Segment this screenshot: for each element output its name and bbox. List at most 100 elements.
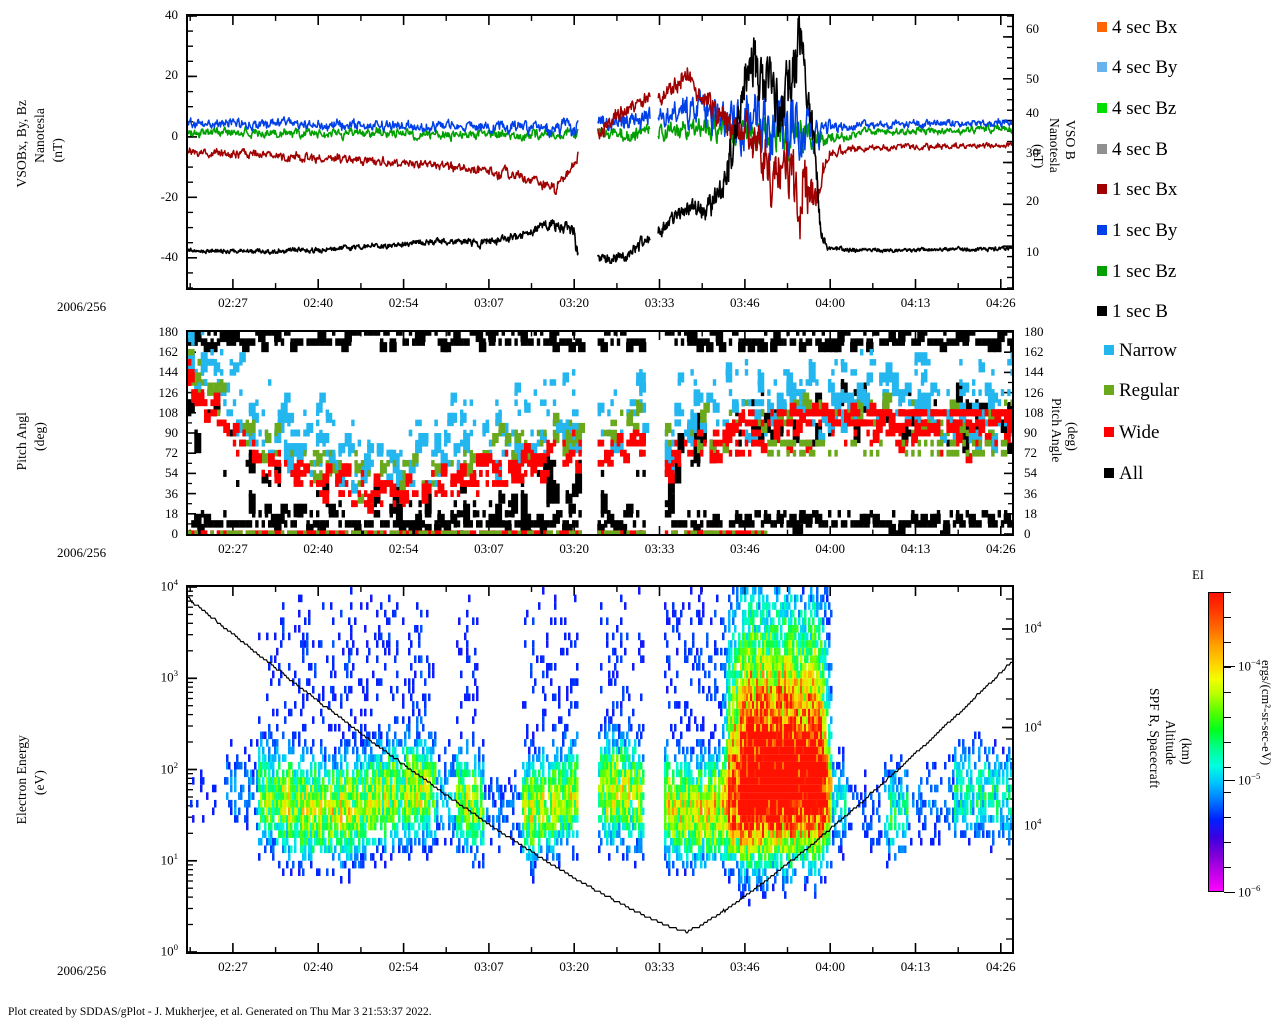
p2-ytick-label: 108 (158, 404, 179, 420)
colorbar-minor-tick (1224, 742, 1231, 743)
p1-ylabel-line2: Nanotesla (32, 108, 47, 163)
p3-ytick-label: 104 (160, 577, 178, 594)
p2-rytick-label: 180 (1024, 324, 1044, 339)
xtick-label: 03:07 (474, 541, 504, 556)
xtick-label: 03:46 (730, 295, 760, 310)
legend-item[interactable]: Regular (1104, 379, 1180, 401)
p3-ytick-label: 101 (160, 850, 178, 868)
xtick-label: 03:20 (559, 959, 590, 974)
p3-ytick-label: 102 (160, 759, 178, 776)
p3-rytick-label: 104 (1024, 816, 1042, 833)
legend-item[interactable]: Wide (1104, 423, 1159, 442)
legend-item[interactable]: 1 sec By (1097, 219, 1178, 241)
p2-ytick-label: 0 (171, 526, 179, 541)
p2-rytick-label: 36 (1024, 485, 1037, 501)
p2-ytick-label: 72 (165, 445, 178, 461)
legend-swatch-icon (1097, 144, 1107, 154)
p2-ylabel-line2: (deg) (32, 422, 47, 451)
p2-ytick-label: 126 (158, 384, 179, 400)
p2-rytick-label: 144 (1024, 364, 1044, 380)
legend-item[interactable]: 4 sec By (1097, 58, 1177, 77)
xtick-label: 04:00 (815, 959, 845, 974)
xtick-label: 04:00 (815, 295, 845, 310)
p2-rytick-label: 162 (1024, 344, 1044, 360)
colorbar-minor-tick (1224, 817, 1231, 818)
legend-item[interactable]: 1 sec B (1097, 300, 1168, 322)
colorbar-major-tick (1224, 779, 1235, 781)
p1-rtick-30: 30 (1026, 145, 1039, 160)
colorbar-minor-tick (1224, 617, 1231, 618)
p3-ylabel-line2: (eV) (32, 770, 47, 796)
xtick-label: 03:46 (730, 959, 760, 974)
p2-ytick-label: 54 (165, 465, 178, 481)
xtick-label: 02:27 (218, 959, 248, 974)
xtick-label: 02:27 (218, 295, 248, 310)
p3-date-label: 2006/256 (57, 963, 107, 978)
xtick-label: 02:27 (218, 541, 248, 556)
p3-ytick-label: 100 (160, 942, 178, 959)
legend-item[interactable]: All (1104, 464, 1143, 483)
xtick-label: 02:54 (388, 295, 419, 310)
magnetic-field-plot (188, 16, 1012, 288)
colorbar-label: ergs/(cm²-sr-sec-eV) (1259, 660, 1273, 766)
p1-ytick-0: 0 (171, 128, 179, 143)
panel-magnetic-field (186, 14, 1014, 290)
colorbar-minor-tick (1224, 767, 1231, 768)
colorbar-major-tick (1224, 665, 1235, 667)
colorbar-minor-tick (1224, 692, 1231, 693)
p2-rytick-label: 108 (1024, 404, 1044, 420)
xtick-label: 04:13 (900, 959, 931, 974)
p2-ytick-label: 90 (165, 425, 178, 440)
p2-ytick-label: 18 (165, 505, 178, 521)
legend-swatch-icon (1097, 306, 1107, 316)
legend-label: 1 sec By (1112, 219, 1178, 241)
colorbar-title: EI (1192, 568, 1204, 582)
p2-rylabel-line1: Pitch Angle (1049, 398, 1064, 463)
p2-rytick-label: 18 (1024, 505, 1037, 521)
p2-rytick-label: 126 (1024, 384, 1044, 400)
p2-ylabel-line1: Pitch Angl (14, 412, 29, 471)
p3-rylabel-line3: (km) (1179, 738, 1194, 765)
legend-swatch-icon (1097, 225, 1107, 235)
legend-label: Regular (1119, 379, 1180, 401)
colorbar-minor-tick (1224, 667, 1231, 668)
legend-item[interactable]: 1 sec Bx (1097, 178, 1178, 200)
legend-swatch-icon (1097, 266, 1107, 276)
colorbar-minor-tick (1224, 642, 1231, 643)
colorbar-major-tick (1224, 892, 1235, 893)
p1-rylabel-line1: VSO B (1063, 120, 1078, 160)
xtick-label: 04:13 (900, 295, 931, 310)
legend-label: 1 sec Bx (1112, 178, 1178, 200)
p3-ytick-label: 103 (160, 668, 178, 685)
p2-rytick-label: 54 (1024, 465, 1037, 481)
panel-electron-energy-spectrogram (186, 585, 1014, 954)
legend-item[interactable]: 1 sec Bz (1097, 262, 1176, 281)
p2-ytick-label: 144 (158, 364, 179, 380)
legend-label: 1 sec B (1112, 300, 1168, 322)
colorbar-tick-label: 10−5 (1238, 770, 1261, 787)
p3-rylabel-line2: Altitude (1163, 720, 1178, 766)
legend-item[interactable]: 4 sec Bx (1097, 18, 1177, 37)
p1-rtick-20: 20 (1026, 193, 1039, 208)
xtick-label: 04:26 (986, 295, 1016, 310)
legend-swatch-icon (1097, 62, 1107, 72)
legend-item[interactable]: Narrow (1104, 341, 1177, 360)
p1-rtick-60: 60 (1026, 21, 1039, 36)
colorbar-tick-label: 10−4 (1238, 656, 1261, 673)
legend-item[interactable]: 4 sec B (1097, 140, 1168, 159)
xtick-label: 03:20 (559, 295, 590, 310)
p3-rylabel-line1: SPF R, Spacecraft (1147, 688, 1162, 789)
legend-item[interactable]: 4 sec Bz (1097, 99, 1176, 118)
colorbar-minor-tick (1224, 867, 1231, 868)
p1-rylabel-line3: (nT) (1031, 144, 1046, 169)
legend-swatch-icon (1104, 468, 1114, 478)
pitch-angle-plot (188, 332, 1012, 534)
legend-swatch-icon (1104, 385, 1114, 395)
spectrogram-plot (188, 587, 1012, 952)
p1-ytick-20: 20 (165, 67, 178, 82)
p2-rytick-label: 72 (1024, 445, 1037, 461)
xtick-label: 03:20 (559, 541, 590, 556)
p1-ylabel-line1: VSOBx, By, Bz (14, 100, 29, 188)
colorbar-minor-tick (1224, 592, 1231, 593)
